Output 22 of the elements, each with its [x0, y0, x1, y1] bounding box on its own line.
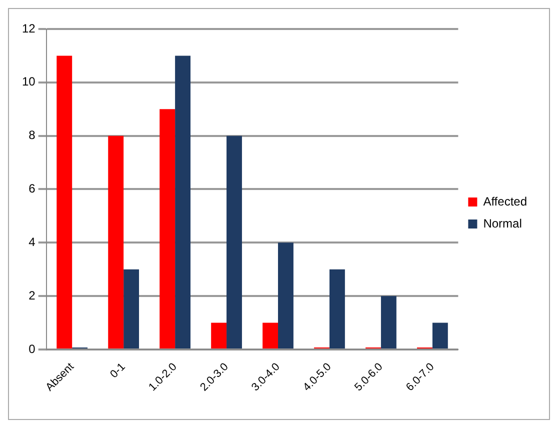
bar: [56, 56, 72, 348]
bar: [262, 322, 278, 348]
y-tick-label: 4: [28, 234, 36, 249]
x-tick-label: 0-1: [108, 360, 128, 381]
y-tick-label: 6: [28, 182, 36, 196]
y-tick-label: 12: [22, 21, 36, 36]
bar: [160, 109, 176, 348]
legend-label: Affected: [483, 194, 527, 208]
y-tick-label: 8: [28, 128, 36, 142]
y-tick-label: 2: [28, 288, 36, 302]
bar: [211, 322, 227, 348]
y-tick-label: 0: [28, 342, 36, 356]
bar: [278, 242, 294, 348]
bar: [226, 136, 242, 348]
bar: [380, 296, 396, 348]
bar: [432, 322, 448, 348]
bar: [108, 136, 124, 348]
y-tick-label: 10: [22, 74, 36, 89]
bar: [124, 269, 140, 348]
bar: [329, 269, 345, 348]
bar: [175, 56, 190, 348]
legend-label: Normal: [483, 216, 522, 230]
